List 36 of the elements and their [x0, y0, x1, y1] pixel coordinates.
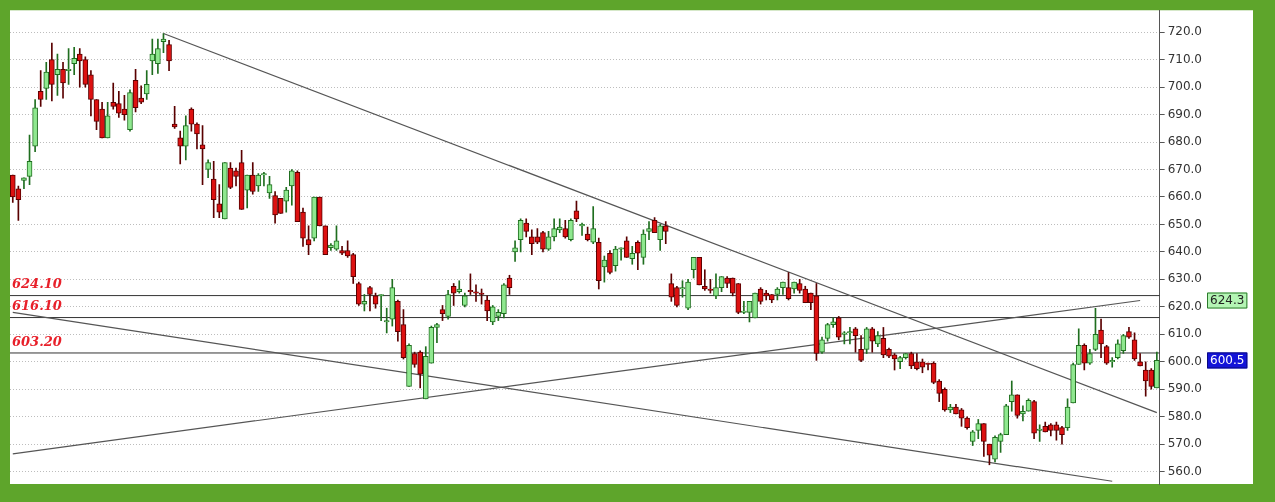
candlestick [149, 38, 156, 76]
candlestick [383, 307, 390, 334]
y-tick-label: 660.0 [1167, 189, 1203, 204]
y-tick-label: 620.0 [1167, 298, 1203, 313]
candlestick [1008, 380, 1015, 412]
y-tick-label: 560.0 [1167, 463, 1203, 478]
ref-line-label: 603.20 [12, 333, 62, 349]
candlestick [71, 46, 78, 76]
candlestick [512, 240, 518, 262]
candlestick [434, 322, 440, 343]
y-tick-label: 600.0 [1167, 353, 1203, 368]
y-tick-label: 690.0 [1167, 106, 1203, 121]
candlestick [847, 327, 853, 345]
candlestick [618, 247, 624, 261]
candlestick [473, 284, 479, 302]
y-tick-label: 670.0 [1167, 161, 1203, 176]
y-tick-label: 720.0 [1167, 24, 1203, 39]
y-tick-label: 580.0 [1167, 408, 1203, 423]
y-tick-label: 700.0 [1167, 79, 1203, 94]
candlestick [216, 184, 223, 218]
text: 600.5 [1210, 352, 1245, 367]
y-tick-label: 610.0 [1167, 326, 1203, 341]
ref-line-label: 616.10 [12, 298, 62, 314]
text: 624.3 [1210, 292, 1245, 307]
y-tick-label: 570.0 [1167, 436, 1203, 451]
candlestick [646, 221, 652, 240]
y-tick-label: 630.0 [1167, 271, 1203, 286]
y-tick-label: 650.0 [1167, 216, 1203, 231]
candlestick [37, 70, 44, 107]
y-tick-label: 640.0 [1167, 244, 1203, 259]
y-tick-label: 710.0 [1167, 51, 1203, 66]
candlestick [261, 171, 267, 187]
y-tick-label: 680.0 [1167, 134, 1203, 149]
candlestick [110, 82, 117, 110]
ref-line-label: 624.10 [12, 276, 62, 292]
y-tick-label: 590.0 [1167, 381, 1203, 396]
